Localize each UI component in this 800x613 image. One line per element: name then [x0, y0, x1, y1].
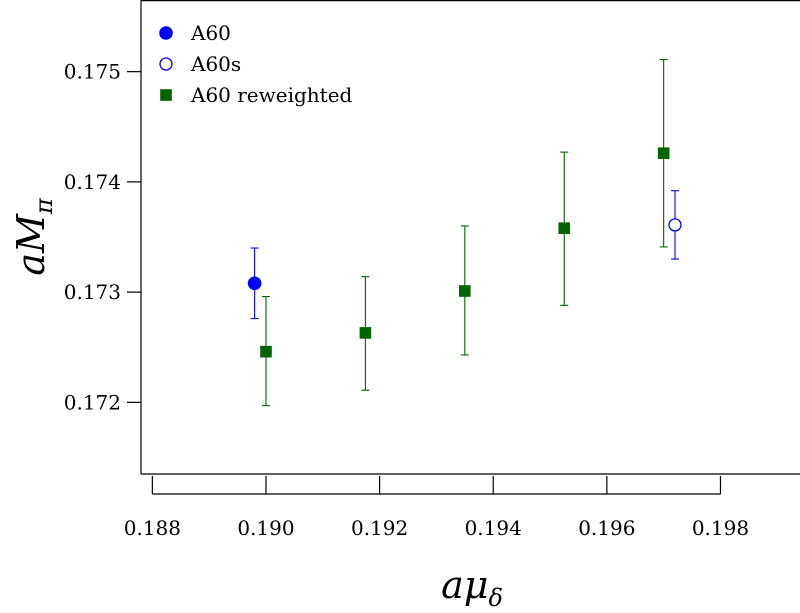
- data-point: [260, 345, 272, 358]
- x-tick-label: 0.190: [237, 516, 294, 540]
- series-a60-reweighted: [260, 58, 670, 407]
- data-point: [668, 218, 682, 232]
- data-point: [247, 276, 262, 291]
- x-tick-label: 0.198: [692, 516, 749, 540]
- y-axis-label: aMπ: [9, 197, 58, 276]
- legend: A60 A60s A60 reweighted: [159, 21, 353, 107]
- data-point: [359, 327, 372, 339]
- x-tick-label: 0.196: [578, 516, 635, 540]
- data-point: [459, 285, 471, 297]
- legend-label: A60s: [190, 52, 241, 76]
- legend-item: A60s: [159, 52, 241, 76]
- legend-item: A60 reweighted: [160, 83, 353, 107]
- axes: 0.188 0.190 0.192 0.194 0.196 0.198 0.172 0.173…: [64, 0, 800, 540]
- series-a60s: [668, 190, 682, 260]
- legend-item: A60: [159, 21, 231, 45]
- y-tick-label: 0.173: [64, 280, 121, 304]
- data-point: [160, 89, 172, 101]
- x-tick-label: 0.192: [351, 516, 408, 540]
- y-tick-label: 0.172: [64, 390, 121, 414]
- y-tick-label: 0.174: [64, 170, 121, 194]
- x-tick-label: 0.194: [465, 516, 522, 540]
- x-tick-label: 0.188: [124, 516, 181, 540]
- x-axis-label: aμδ: [441, 563, 503, 612]
- data-point: [159, 26, 173, 40]
- data-point: [558, 222, 571, 234]
- data-marks: [247, 58, 682, 407]
- y-tick-label: 0.175: [64, 60, 121, 84]
- legend-label: A60: [190, 21, 231, 45]
- legend-label: A60 reweighted: [190, 83, 353, 107]
- data-point: [159, 57, 173, 71]
- series-a60: [247, 247, 262, 320]
- data-point: [657, 147, 670, 160]
